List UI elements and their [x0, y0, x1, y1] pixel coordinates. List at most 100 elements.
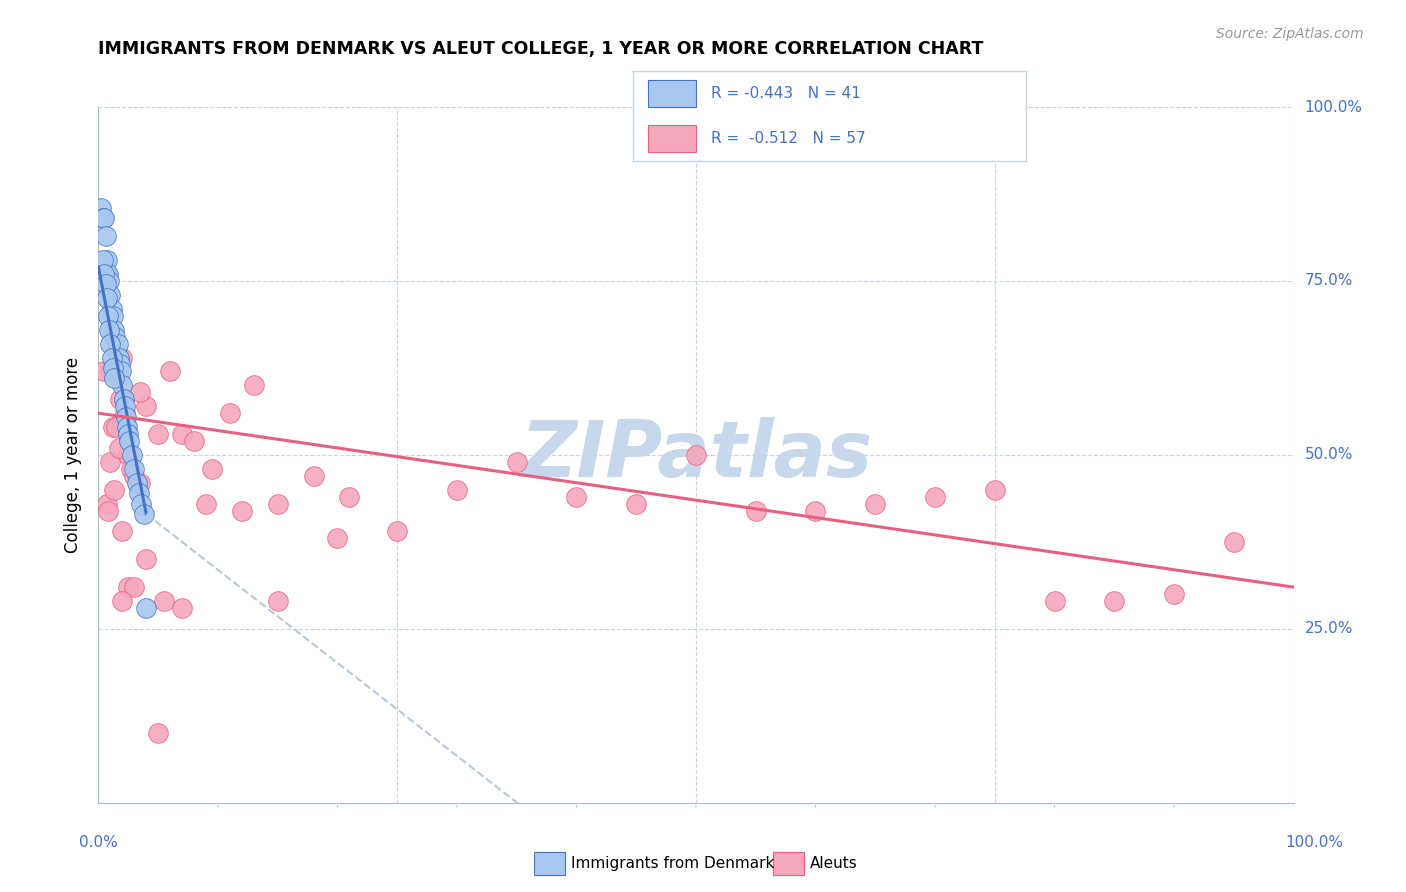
- Point: [107, 336, 129, 351]
- Point: [101, 309, 124, 323]
- Text: 100.0%: 100.0%: [1285, 836, 1344, 850]
- Point: [110, 364, 132, 378]
- Text: 0.0%: 0.0%: [79, 836, 118, 850]
- Point: [115, 420, 138, 434]
- Point: [148, 726, 170, 740]
- Point: [101, 420, 124, 434]
- Point: [98, 274, 121, 288]
- Point: [194, 497, 217, 511]
- Text: Aleuts: Aleuts: [810, 856, 858, 871]
- Point: [446, 483, 468, 497]
- Point: [120, 462, 142, 476]
- Text: 75.0%: 75.0%: [1305, 274, 1353, 288]
- Point: [105, 420, 128, 434]
- Point: [267, 497, 290, 511]
- Point: [114, 406, 136, 420]
- Point: [135, 399, 157, 413]
- Point: [172, 601, 194, 615]
- Point: [90, 201, 112, 215]
- Point: [93, 211, 115, 226]
- Point: [804, 503, 827, 517]
- Point: [96, 291, 118, 305]
- Point: [112, 392, 135, 407]
- Text: R = -0.443   N = 41: R = -0.443 N = 41: [711, 87, 862, 101]
- Point: [111, 351, 134, 365]
- Point: [131, 497, 153, 511]
- Point: [243, 378, 266, 392]
- Point: [98, 323, 121, 337]
- Point: [96, 267, 118, 281]
- Point: [506, 455, 529, 469]
- Point: [97, 267, 120, 281]
- Point: [98, 455, 122, 469]
- Point: [103, 323, 125, 337]
- Point: [983, 483, 1005, 497]
- Point: [94, 228, 117, 243]
- Point: [231, 503, 253, 517]
- Point: [129, 385, 152, 400]
- Point: [1043, 594, 1066, 608]
- Point: [219, 406, 242, 420]
- Bar: [648, 125, 696, 152]
- Point: [103, 483, 125, 497]
- Text: 50.0%: 50.0%: [1305, 448, 1353, 462]
- Point: [201, 462, 224, 476]
- Point: [132, 507, 155, 521]
- Point: [93, 364, 115, 378]
- Text: Immigrants from Denmark: Immigrants from Denmark: [571, 856, 775, 871]
- Point: [685, 448, 707, 462]
- Point: [172, 427, 194, 442]
- Point: [111, 378, 134, 392]
- Bar: [648, 80, 696, 107]
- Point: [125, 475, 148, 490]
- Point: [96, 253, 118, 268]
- Text: IMMIGRANTS FROM DENMARK VS ALEUT COLLEGE, 1 YEAR OR MORE CORRELATION CHART: IMMIGRANTS FROM DENMARK VS ALEUT COLLEGE…: [98, 40, 984, 58]
- Y-axis label: College, 1 year or more: College, 1 year or more: [65, 357, 83, 553]
- Point: [129, 475, 152, 490]
- Point: [107, 351, 129, 365]
- Point: [124, 462, 146, 476]
- Point: [96, 497, 118, 511]
- Point: [100, 351, 122, 365]
- Point: [91, 253, 114, 268]
- Point: [337, 490, 360, 504]
- Point: [624, 497, 647, 511]
- Point: [117, 427, 139, 442]
- Text: ZIPatlas: ZIPatlas: [520, 417, 872, 493]
- Point: [745, 503, 768, 517]
- Point: [565, 490, 588, 504]
- Point: [135, 552, 157, 566]
- Point: [326, 532, 349, 546]
- Text: R =  -0.512   N = 57: R = -0.512 N = 57: [711, 131, 866, 145]
- Point: [94, 277, 117, 292]
- Point: [107, 441, 129, 455]
- Point: [148, 427, 170, 442]
- Point: [111, 524, 134, 539]
- Point: [97, 503, 120, 517]
- Point: [93, 267, 115, 281]
- Point: [98, 364, 122, 378]
- Point: [104, 329, 127, 343]
- Point: [98, 336, 122, 351]
- Point: [385, 524, 409, 539]
- Point: [1163, 587, 1185, 601]
- Point: [117, 580, 139, 594]
- Point: [159, 364, 181, 378]
- Point: [101, 360, 124, 375]
- Point: [97, 309, 120, 323]
- Point: [111, 594, 134, 608]
- Point: [183, 434, 205, 448]
- Point: [91, 211, 114, 226]
- Point: [124, 468, 146, 483]
- Point: [115, 409, 138, 424]
- Point: [863, 497, 886, 511]
- Text: 100.0%: 100.0%: [1305, 100, 1362, 114]
- Point: [108, 358, 131, 372]
- Point: [118, 434, 141, 448]
- Point: [121, 448, 143, 462]
- Point: [135, 601, 157, 615]
- Point: [302, 468, 325, 483]
- Point: [153, 594, 176, 608]
- Point: [108, 392, 131, 407]
- Point: [117, 448, 139, 462]
